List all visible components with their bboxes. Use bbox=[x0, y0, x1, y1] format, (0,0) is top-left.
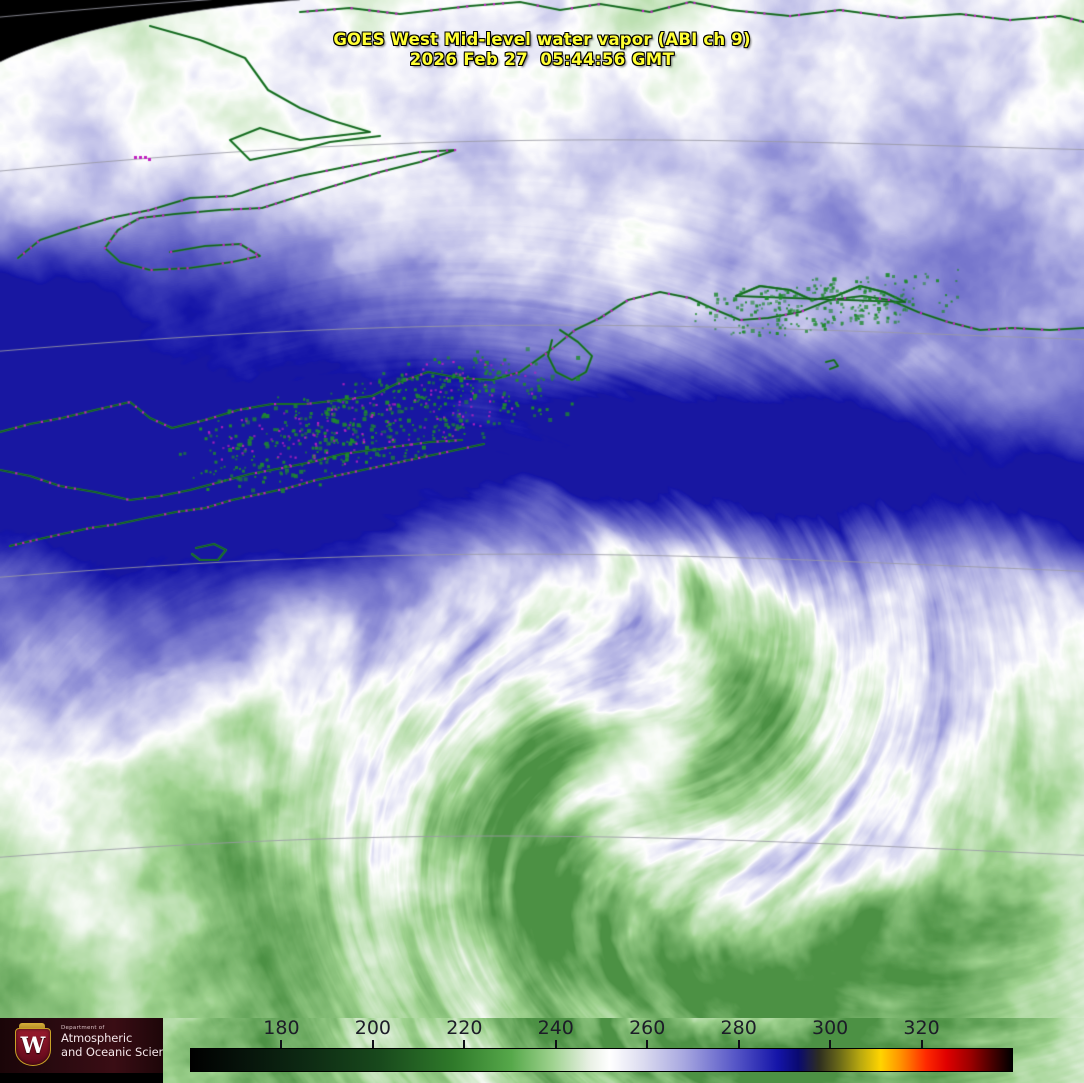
crest-letter-w: W bbox=[20, 1033, 46, 1059]
colorbar-tick-mark bbox=[463, 1040, 466, 1048]
water-vapor-imagery-canvas bbox=[0, 0, 1084, 1018]
uw-aos-logo[interactable]: W Department of Atmospheric and Oceanic … bbox=[0, 1018, 163, 1073]
logo-text-block: Department of Atmospheric and Oceanic Sc… bbox=[61, 1024, 163, 1059]
colorbar-tick-label: 240 bbox=[537, 1017, 574, 1039]
colorbar-tick-label: 180 bbox=[263, 1017, 300, 1039]
colorbar-tick-label: 300 bbox=[811, 1017, 849, 1039]
crest-crown-icon bbox=[19, 1023, 45, 1032]
colorbar-tick-marks bbox=[0, 1040, 1084, 1048]
bottom-panel: 180 200 220 240 260 280 300 320 W Department of… bbox=[0, 1017, 1084, 1083]
colorbar-tick-mark bbox=[554, 1040, 557, 1048]
colorbar-tick-mark bbox=[280, 1040, 283, 1048]
colorbar-tick-labels: 180 200 220 240 260 280 300 320 bbox=[0, 1017, 1084, 1040]
colorbar-tick-label: 220 bbox=[446, 1017, 483, 1039]
satellite-image-panel bbox=[0, 0, 1084, 1018]
colorbar-tick-label: 280 bbox=[720, 1017, 757, 1039]
colorbar-gradient-bar bbox=[190, 1048, 1013, 1072]
colorbar-tick-mark bbox=[371, 1040, 374, 1048]
colorbar: 180 200 220 240 260 280 300 320 bbox=[0, 1017, 1084, 1083]
colorbar-tick-label: 200 bbox=[354, 1017, 392, 1039]
colorbar-tick-mark bbox=[646, 1040, 649, 1048]
colorbar-tick-label: 320 bbox=[903, 1017, 940, 1039]
logo-department-label: Department of bbox=[61, 1025, 105, 1031]
colorbar-tick-label: 260 bbox=[629, 1017, 666, 1039]
crest-shield-icon: W bbox=[15, 1028, 51, 1066]
colorbar-tick-mark bbox=[920, 1040, 923, 1048]
colorbar-tick-mark bbox=[737, 1040, 740, 1048]
logo-name-line-1: Atmospheric bbox=[61, 1031, 133, 1045]
colorbar-tick-mark bbox=[829, 1040, 832, 1048]
logo-name-line-2: and Oceanic Sciences bbox=[61, 1044, 163, 1059]
uw-crest-icon: W bbox=[9, 1023, 55, 1069]
